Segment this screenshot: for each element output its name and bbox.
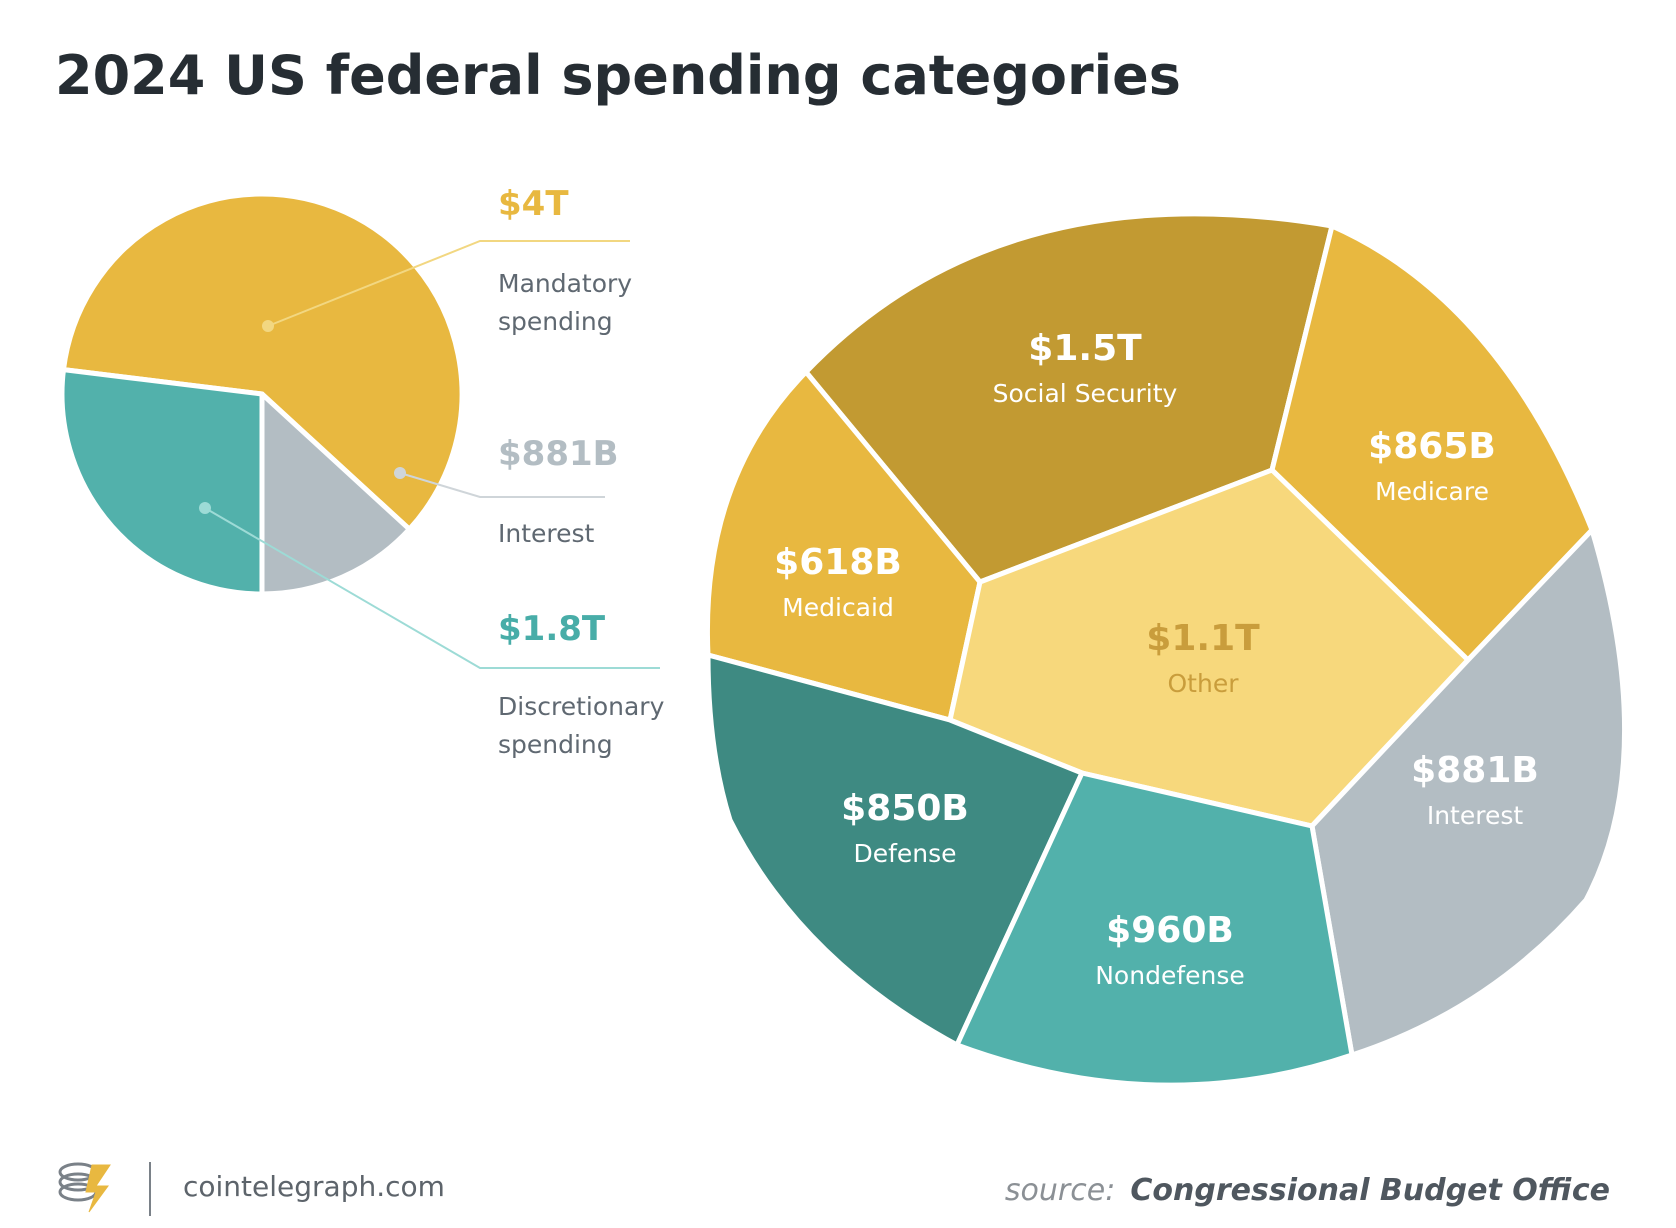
legend-value-interest: $881B — [498, 434, 619, 474]
cell-label-nondefense: Nondefense — [1095, 961, 1245, 990]
cell-label-medicare: Medicare — [1375, 477, 1489, 506]
treemap-cell-social-security — [803, 211, 1335, 585]
cell-value-nondefense: $960B — [1106, 910, 1234, 951]
pie-slice-interest — [259, 391, 412, 597]
source-prefix: source: — [1005, 1173, 1115, 1208]
treemap-cell-interest — [1309, 527, 1627, 1058]
cell-value-interest: $881B — [1411, 750, 1539, 791]
cell-label-defense: Defense — [853, 839, 956, 868]
footer: cointelegraph.com source: Congressional … — [58, 1162, 1610, 1216]
cell-value-other: $1.1T — [1146, 618, 1260, 659]
cell-label-medicaid: Medicaid — [782, 593, 894, 622]
pie-slice-discretionary-spending — [59, 367, 265, 597]
source-name: Congressional Budget Office — [1130, 1173, 1610, 1208]
voronoi-treemap — [704, 211, 1627, 1088]
cell-label-social-security: Social Security — [993, 379, 1178, 408]
cell-value-medicare: $865B — [1368, 426, 1496, 467]
leader-line-interest — [399, 472, 605, 498]
cell-value-social-security: $1.5T — [1028, 328, 1142, 369]
pie-slice-mandatory-spending — [60, 191, 465, 532]
legend-label-interest-line-1: Interest — [498, 519, 595, 548]
leader-line-discretionary-spending — [204, 507, 660, 669]
cell-value-defense: $850B — [841, 788, 969, 829]
chart-title: 2024 US federal spending categories — [55, 44, 1181, 107]
legend-label-mandatory-spending-line-1: Mandatory — [498, 269, 632, 298]
pie-legend: $4T Mandatory spending $881B Interest $1.8T Di… — [199, 184, 665, 759]
cell-label-other: Other — [1168, 669, 1240, 698]
source-credit: source: Congressional Budget Office — [1005, 1173, 1610, 1208]
legend-label-discretionary-spending-line-2: spending — [498, 730, 613, 759]
leader-line-mandatory-spending — [267, 240, 630, 327]
treemap-cell-nondefense — [954, 770, 1355, 1088]
legend-value-discretionary-spending: $1.8T — [498, 609, 606, 649]
voronoi-labels: $1.5T Social Security $865B Medicare $618B Me… — [774, 328, 1539, 990]
cell-value-medicaid: $618B — [774, 542, 902, 583]
treemap-cell-defense — [705, 652, 1085, 1048]
legend-label-mandatory-spending-line-2: spending — [498, 307, 613, 336]
treemap-cell-medicare — [1269, 223, 1595, 663]
cell-label-interest: Interest — [1427, 801, 1524, 830]
legend-value-mandatory-spending: $4T — [498, 184, 569, 224]
overview-pie-chart — [59, 191, 465, 597]
legend-label-discretionary-spending-line-1: Discretionary — [498, 692, 665, 721]
cointelegraph-logo-icon — [58, 1162, 111, 1213]
brand-text: cointelegraph.com — [183, 1170, 445, 1203]
